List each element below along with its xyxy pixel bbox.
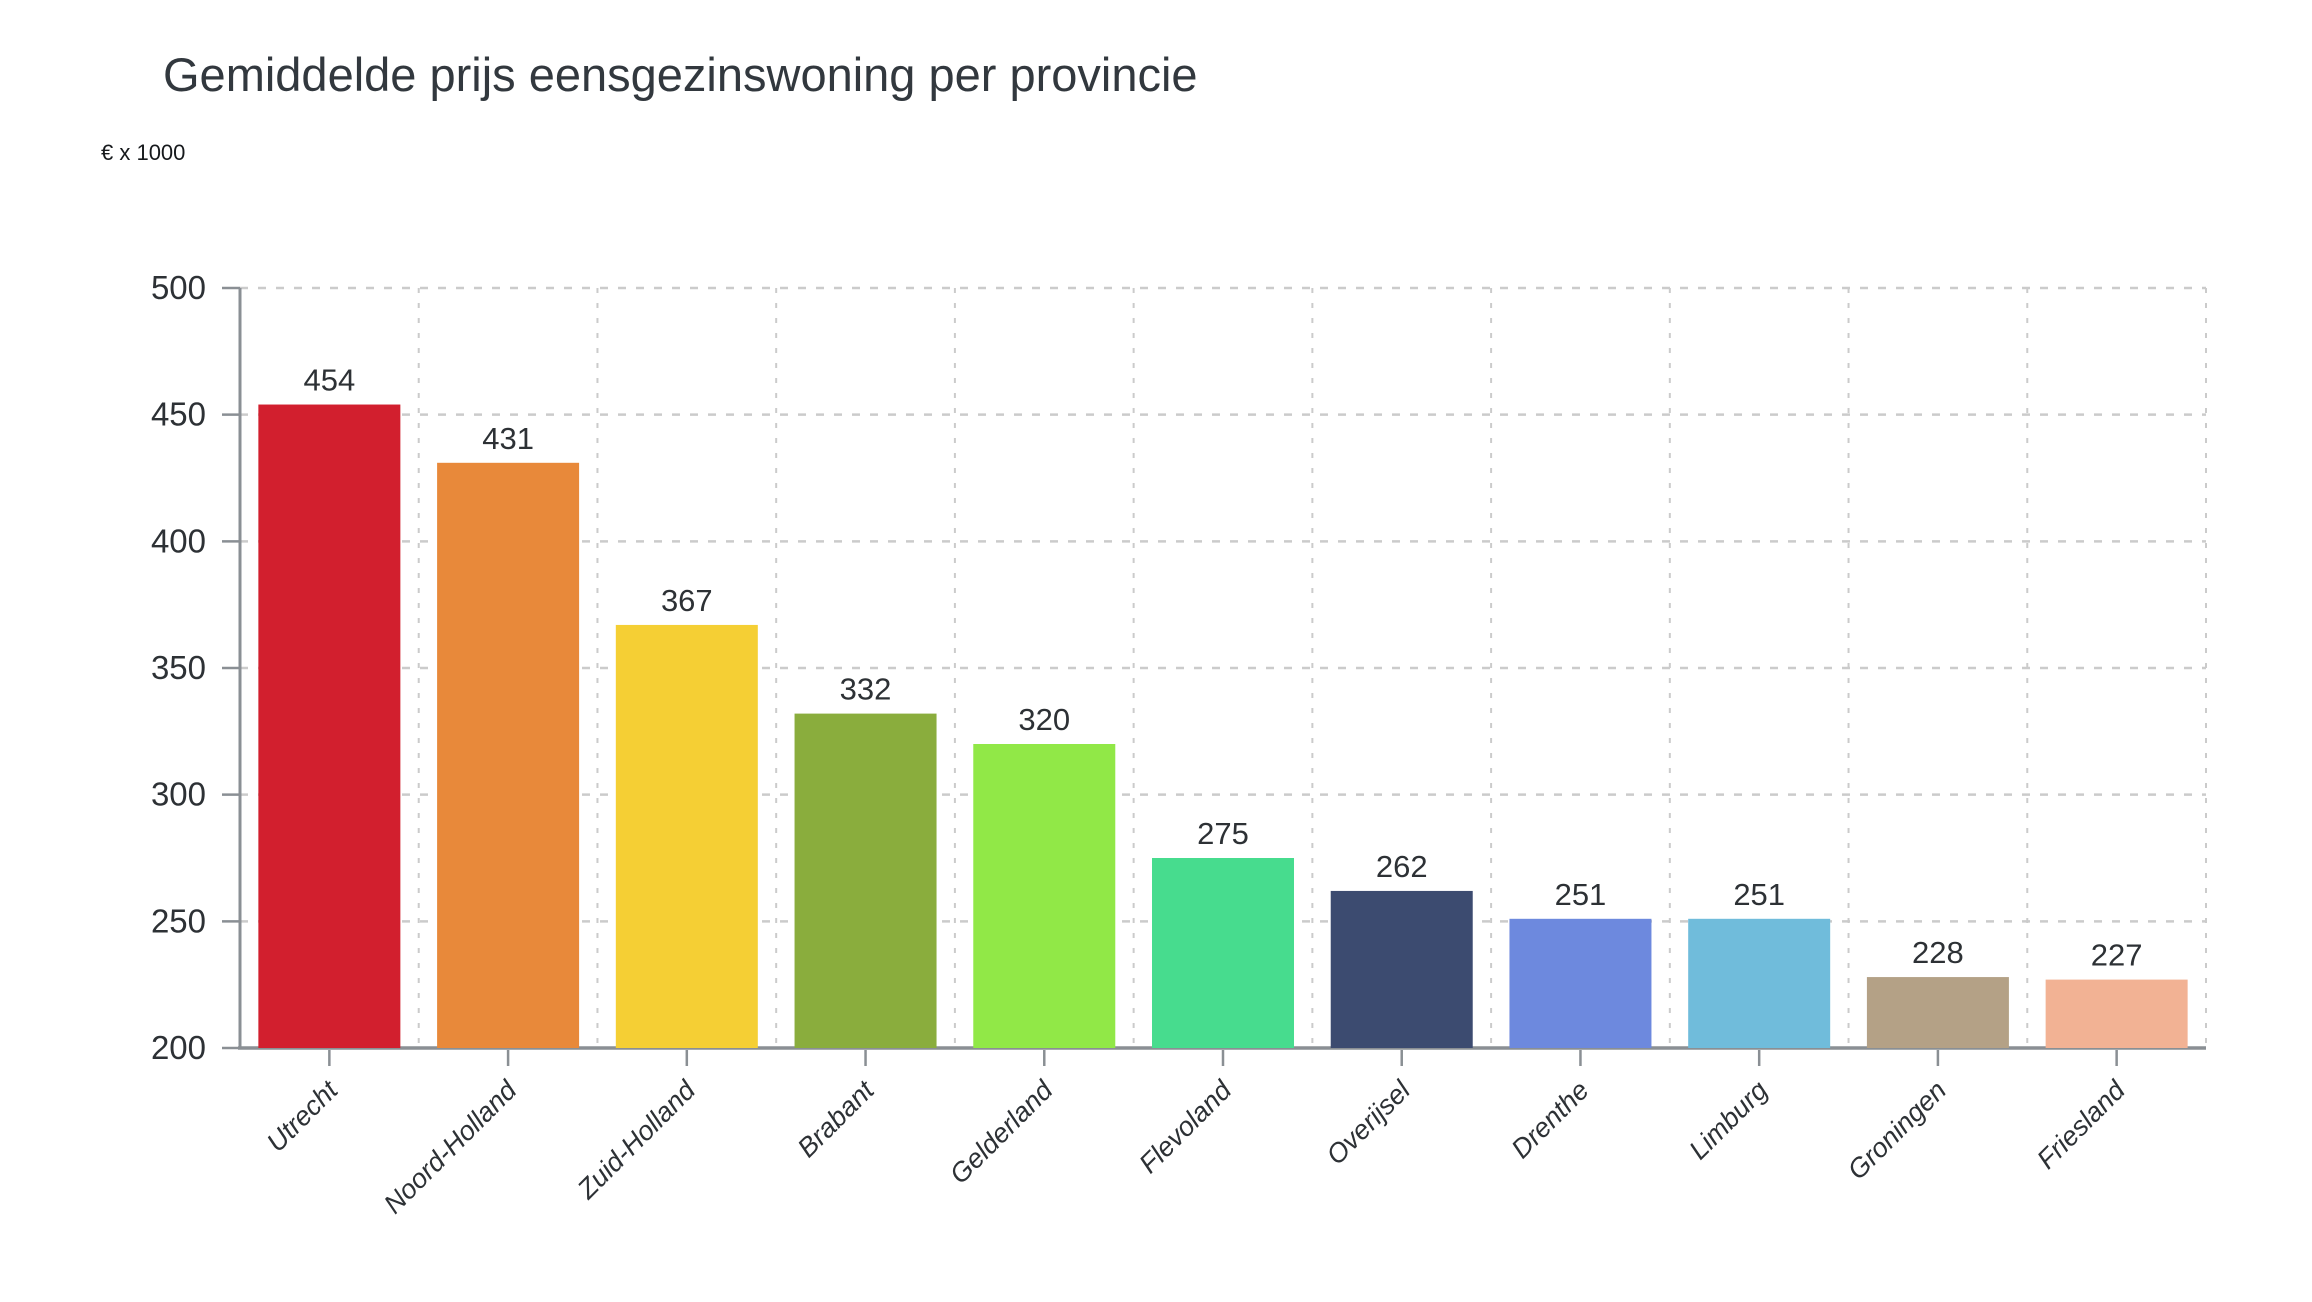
vertical-gridlines	[417, 288, 2207, 1048]
value-label-gelderland: 320	[1018, 702, 1070, 737]
y-axis-tick-label-450: 450	[151, 396, 206, 433]
x-axis-category-label-utrecht: Utrecht	[261, 1074, 345, 1158]
value-label-flevoland: 275	[1197, 816, 1249, 851]
bar-overijsel	[1330, 890, 1473, 1048]
bar-gelderland	[973, 744, 1116, 1048]
x-axis-category-label-groningen: Groningen	[1842, 1075, 1952, 1185]
value-label-groningen: 228	[1912, 935, 1964, 970]
y-axis-ticks: 200 250 300 350 400 450 500	[151, 269, 240, 1066]
value-label-limburg: 251	[1733, 877, 1785, 912]
value-label-noord-holland: 431	[482, 421, 534, 456]
x-axis-category-label-zuid-holland: Zuid-Holland	[571, 1074, 702, 1205]
x-axis-category-label-brabant: Brabant	[792, 1074, 881, 1163]
x-axis-category-label-overijsel: Overijsel	[1320, 1074, 1416, 1170]
value-label-zuid-holland: 367	[661, 583, 713, 618]
bar-brabant	[794, 713, 937, 1048]
y-axis-tick-label-200: 200	[151, 1029, 206, 1066]
value-label-brabant: 332	[840, 672, 892, 707]
y-axis-tick-label-300: 300	[151, 776, 206, 813]
bar-flevoland	[1152, 858, 1294, 1048]
value-label-drenthe: 251	[1555, 877, 1607, 912]
bar-limburg	[1688, 918, 1831, 1048]
bars	[258, 404, 2188, 1048]
value-label-friesland: 227	[2091, 938, 2143, 973]
value-label-utrecht: 454	[303, 363, 355, 398]
bar-utrecht	[258, 404, 401, 1048]
y-axis-tick-label-500: 500	[151, 269, 206, 306]
y-axis-tick-label-400: 400	[151, 522, 206, 559]
y-axis-tick-label-350: 350	[151, 649, 206, 686]
bar-drenthe	[1509, 918, 1652, 1048]
bar-zuid-holland	[615, 624, 758, 1048]
bar-value-labels: 454 431 367 332 320 275 262 251 251 228 227	[303, 363, 2142, 973]
x-axis-category-label-drenthe: Drenthe	[1506, 1075, 1595, 1164]
value-label-overijsel: 262	[1376, 849, 1428, 884]
x-axis-category-label-limburg: Limburg	[1683, 1075, 1773, 1165]
x-axis-ticks: Utrecht Noord-Holland Zuid-Holland Brabant G…	[261, 1050, 2132, 1219]
bar-noord-holland	[437, 462, 580, 1048]
bar-friesland	[2045, 979, 2188, 1048]
x-axis-category-label-flevoland: Flevoland	[1133, 1074, 1238, 1179]
x-axis-category-label-gelderland: Gelderland	[944, 1074, 1059, 1189]
x-axis-category-label-noord-holland: Noord-Holland	[378, 1074, 523, 1219]
chart-title: Gemiddelde prijs eensgezinswoning per pr…	[163, 48, 1198, 101]
x-axis-category-label-friesland: Friesland	[2031, 1074, 2131, 1174]
y-axis-tick-label-250: 250	[151, 902, 206, 939]
y-axis-unit-label: € x 1000	[101, 140, 186, 165]
bar-groningen	[1866, 977, 2009, 1048]
